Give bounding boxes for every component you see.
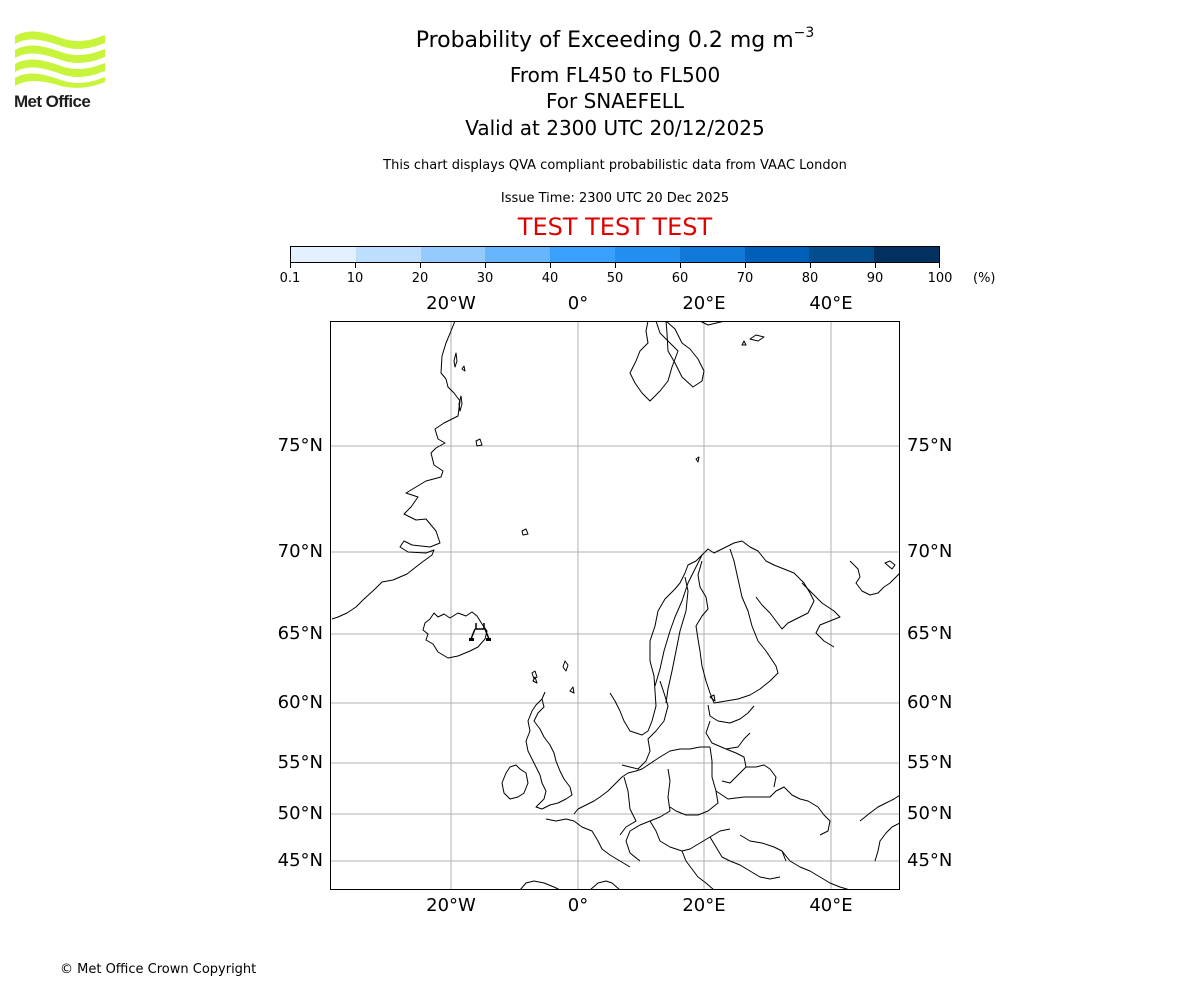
- map-frame: [330, 321, 900, 890]
- lon-label-bottom-40e: 40°E: [809, 895, 853, 916]
- map-canvas: [330, 321, 900, 890]
- lon-label-top-40e: 40°E: [809, 293, 853, 314]
- colorbar: [290, 246, 940, 263]
- met-office-logo: Met Office: [14, 30, 108, 112]
- colorbar-tick: [355, 263, 356, 268]
- colorbar-tick: [939, 263, 940, 268]
- valid-time: Valid at 2300 UTC 20/12/2025: [465, 116, 765, 140]
- colorbar-tick: [290, 263, 291, 268]
- gridlines: [330, 321, 900, 890]
- colorbar-segment: [874, 247, 939, 262]
- lat-label-right-70n: 70°N: [907, 541, 953, 562]
- chart-description: This chart displays QVA compliant probab…: [383, 158, 847, 173]
- colorbar-segment: [679, 247, 745, 262]
- chart-title: Probability of Exceeding 0.2 mg m−3: [0, 25, 1200, 53]
- colorbar-tick-label: 40: [541, 271, 559, 286]
- colorbar-tick: [810, 263, 811, 268]
- colorbar-tick: [550, 263, 551, 268]
- colorbar-segment: [355, 247, 421, 262]
- lon-label-bottom-0: 0°: [567, 895, 589, 916]
- lat-label-left-65n: 65°N: [277, 623, 323, 644]
- lon-label-bottom-20e: 20°E: [682, 895, 726, 916]
- lat-label-left-70n: 70°N: [277, 541, 323, 562]
- lon-label-bottom-20w: 20°W: [426, 895, 476, 916]
- issue-time: Issue Time: 2300 UTC 20 Dec 2025: [500, 191, 730, 206]
- volcano-marker-icon: [469, 623, 491, 641]
- title-superscript: −3: [793, 25, 815, 41]
- colorbar-tick: [485, 263, 486, 268]
- colorbar-segment: [614, 247, 680, 262]
- lon-label-top-20e: 20°E: [682, 293, 726, 314]
- colorbar-segment: [809, 247, 875, 262]
- flight-level-range: From FL450 to FL500: [509, 63, 721, 87]
- volcano-title: For SNAEFELL: [545, 89, 684, 113]
- colorbar-tick-label: 100: [927, 271, 953, 286]
- colorbar-tick: [875, 263, 876, 268]
- colorbar-tick-label: 30: [476, 271, 494, 286]
- colorbar-tick: [745, 263, 746, 268]
- colorbar-segment: [485, 247, 551, 262]
- colorbar-segment: [291, 247, 356, 262]
- colorbar-unit: (%): [973, 271, 996, 286]
- colorbar-tick-label: 70: [736, 271, 754, 286]
- colorbar-tick-label: 90: [866, 271, 884, 286]
- wave-logo-icon: [15, 31, 105, 88]
- colorbar-tick: [680, 263, 681, 268]
- colorbar-segment: [550, 247, 615, 262]
- colorbar-tick: [615, 263, 616, 268]
- lat-label-right-50n: 50°N: [907, 803, 953, 824]
- lat-label-left-50n: 50°N: [277, 803, 323, 824]
- lat-label-right-55n: 55°N: [907, 752, 953, 773]
- map-panel[interactable]: [330, 321, 900, 890]
- title-main: Probability of Exceeding 0.2 mg m: [415, 28, 794, 53]
- lat-label-left-60n: 60°N: [277, 692, 323, 713]
- colorbar-segment: [744, 247, 810, 262]
- colorbar-tick-label: 10: [346, 271, 364, 286]
- colorbar-segment: [420, 247, 486, 262]
- colorbar-tick: [420, 263, 421, 268]
- colorbar-tick-label: 20: [411, 271, 429, 286]
- lat-label-right-75n: 75°N: [907, 435, 953, 456]
- colorbar-tick-label: 0.1: [279, 271, 301, 286]
- coastlines: [331, 321, 900, 890]
- logo-text: Met Office: [14, 92, 91, 111]
- lat-label-left-55n: 55°N: [277, 752, 323, 773]
- colorbar-tick-label: 80: [801, 271, 819, 286]
- lon-label-top-0: 0°: [567, 293, 589, 314]
- colorbar-tick-label: 50: [606, 271, 624, 286]
- copyright-footer: © Met Office Crown Copyright: [60, 962, 257, 977]
- colorbar-tick-label: 60: [671, 271, 689, 286]
- lat-label-left-75n: 75°N: [277, 435, 323, 456]
- test-banner: TEST TEST TEST: [517, 213, 713, 241]
- lat-label-right-65n: 65°N: [907, 623, 953, 644]
- lat-label-right-45n: 45°N: [907, 850, 953, 871]
- lat-label-left-45n: 45°N: [277, 850, 323, 871]
- lon-label-top-20w: 20°W: [426, 293, 476, 314]
- lat-label-right-60n: 60°N: [907, 692, 953, 713]
